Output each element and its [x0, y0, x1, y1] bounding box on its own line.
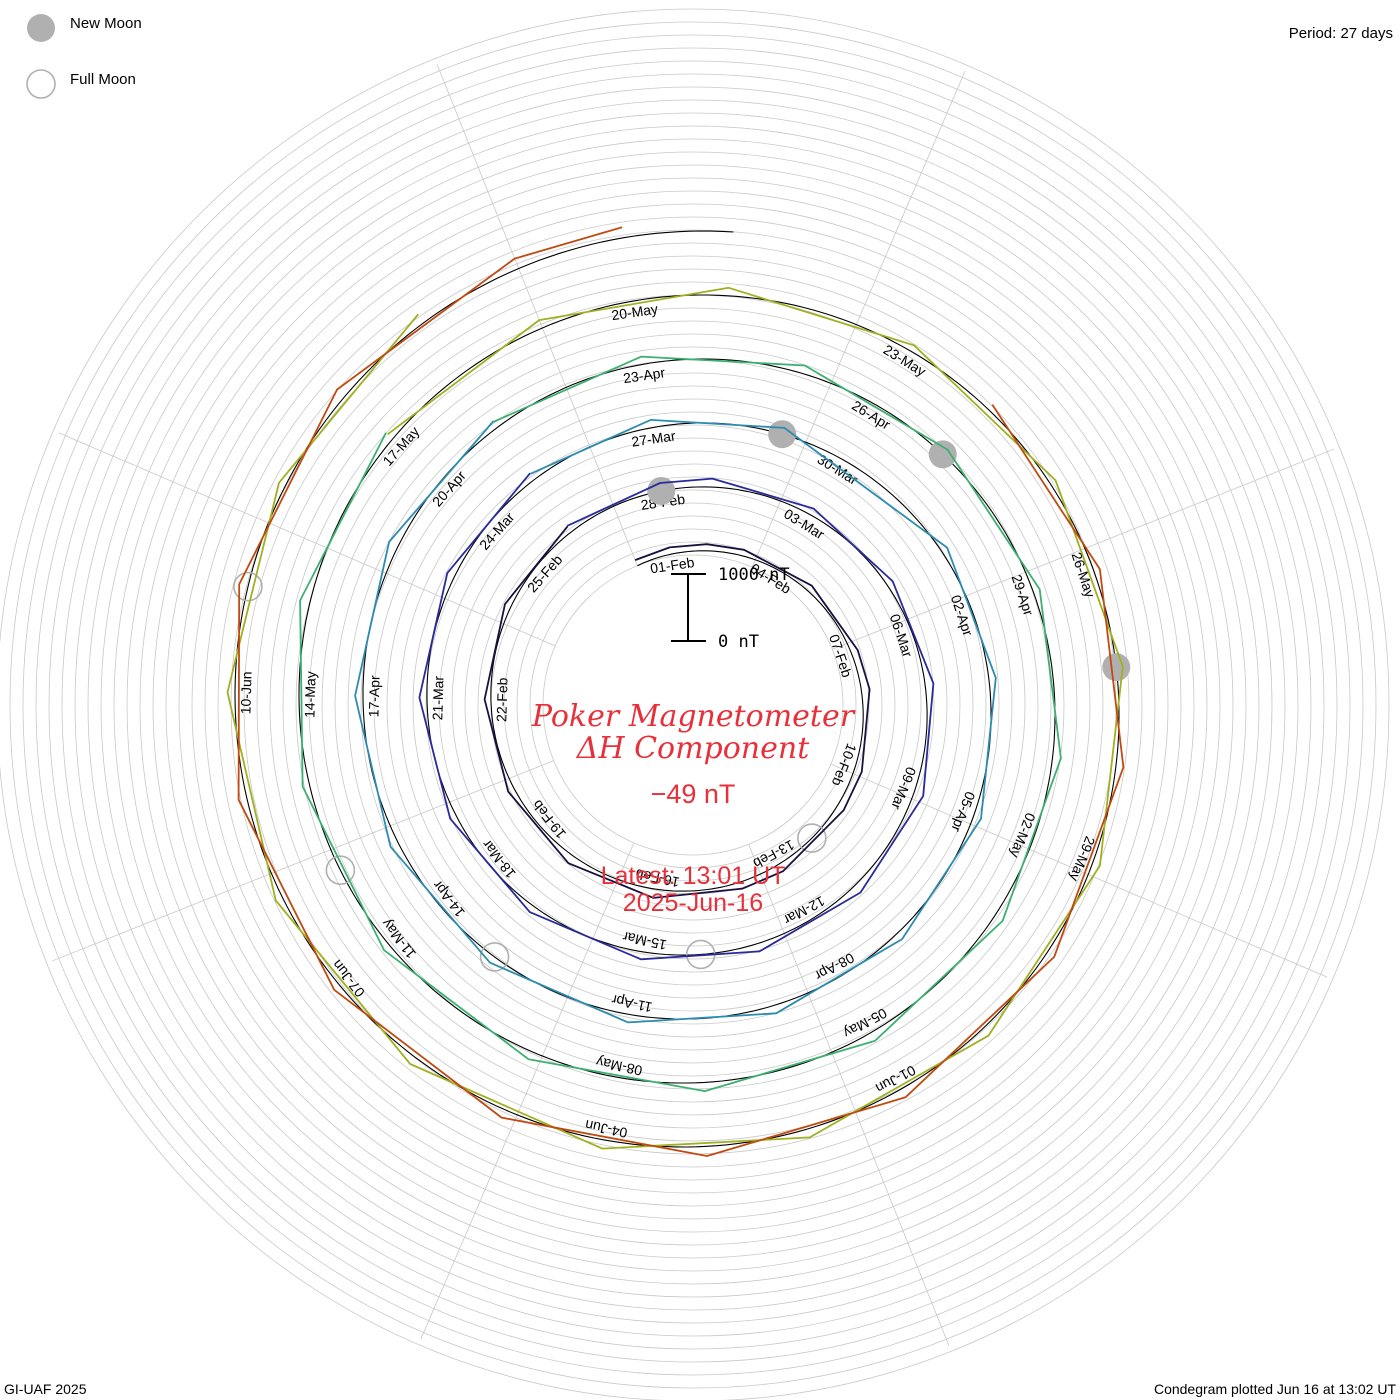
grid-ring: [61, 73, 1325, 1337]
radial-spoke: [832, 448, 1334, 650]
series-line: [354, 419, 997, 1024]
radial-spoke: [436, 64, 638, 566]
footer-plotted: Condegram plotted Jun 16 at 13:02 UT: [1154, 1381, 1396, 1397]
radial-spoke: [420, 842, 635, 1340]
grid-ring: [35, 47, 1351, 1363]
full-moon-icon: [26, 69, 56, 99]
new-moon-icon: [27, 14, 55, 42]
grid-ring: [295, 307, 1091, 1103]
scale-top-label: 1000 nT: [718, 565, 790, 585]
series-line: [483, 525, 871, 899]
full-moon-marker: [233, 571, 263, 602]
data-series: [226, 226, 1125, 1157]
grid-ring: [191, 203, 1195, 1207]
grid-ring: [412, 424, 974, 986]
date-label: 14-May: [301, 671, 318, 718]
grid-ring: [113, 125, 1273, 1285]
series-line: [226, 286, 1124, 1150]
grid-ring: [425, 437, 961, 973]
grid-ring: [256, 268, 1130, 1142]
grid-ring: [74, 86, 1312, 1324]
radial-spoke: [748, 844, 950, 1346]
full-moon-marker: [479, 942, 510, 972]
grid-ring: [321, 333, 1065, 1077]
grid-ring: [399, 411, 987, 999]
chart-subtitle: ΔH Component: [576, 731, 810, 766]
grid-rings: [0, 8, 1390, 1400]
grid-ring: [126, 138, 1260, 1272]
grid-ring: [165, 177, 1221, 1233]
date-label: 05-Apr: [948, 789, 978, 834]
grid-ring: [217, 229, 1169, 1181]
legend-full-moon-label: Full Moon: [70, 71, 136, 88]
grid-ring: [542, 554, 844, 856]
date-label: 21-Mar: [429, 675, 446, 720]
new-moon-marker: [647, 476, 676, 505]
grid-ring: [152, 164, 1234, 1246]
date-label: 23-Apr: [622, 364, 666, 386]
series-line: [237, 226, 1125, 1157]
grid-ring: [9, 21, 1377, 1389]
date-label: 10-Jun: [237, 671, 254, 714]
grid-ring: [373, 385, 1013, 1025]
full-moon-marker: [797, 823, 827, 853]
scale-bottom-label: 0 nT: [718, 632, 759, 652]
date-label: 01-Feb: [649, 554, 695, 576]
moon-markers: [233, 420, 1131, 972]
series-line: [299, 355, 1062, 1092]
period-label: Period: 27 days: [1289, 25, 1393, 42]
date-label: 17-Apr: [365, 675, 382, 718]
grid-ring: [0, 8, 1390, 1400]
radial-spoke: [52, 760, 554, 962]
date-label: 27-Mar: [630, 427, 677, 449]
grid-ring: [204, 216, 1182, 1194]
grid-ring: [22, 34, 1364, 1376]
grid-ring: [334, 346, 1052, 1064]
grid-ring: [48, 60, 1338, 1350]
series-line: [418, 472, 935, 961]
latest-date: 2025-Jun-16: [623, 889, 763, 917]
grid-ring: [438, 450, 948, 960]
radial-spoke: [751, 70, 966, 568]
grid-ring: [464, 476, 922, 934]
grid-ring: [451, 463, 935, 947]
grid-ring: [529, 541, 857, 869]
grid-ring: [386, 398, 1000, 1012]
radial-spoke: [58, 432, 556, 647]
radial-spoke: [830, 763, 1328, 978]
latest-time: Latest: 13:01 UT: [601, 862, 786, 890]
new-moon-marker: [1102, 653, 1131, 682]
full-moon-marker: [325, 855, 356, 886]
date-label: 06-Mar: [887, 612, 916, 659]
current-value: −49 nT: [651, 779, 736, 809]
grid-ring: [360, 372, 1026, 1038]
grid-ring: [87, 99, 1299, 1311]
grid-ring: [139, 151, 1247, 1259]
new-moon-marker: [928, 440, 957, 469]
radial-spokes: [52, 64, 1334, 1346]
footer-credit: GI-UAF 2025: [4, 1381, 87, 1397]
grid-ring: [477, 489, 909, 921]
chart-title: Poker Magnetometer: [531, 699, 856, 734]
grid-ring: [100, 112, 1286, 1298]
date-label: 22-Feb: [493, 677, 510, 722]
grid-ring: [178, 190, 1208, 1220]
legend-new-moon-label: New Moon: [70, 15, 142, 32]
date-label: 09-Mar: [888, 765, 919, 812]
